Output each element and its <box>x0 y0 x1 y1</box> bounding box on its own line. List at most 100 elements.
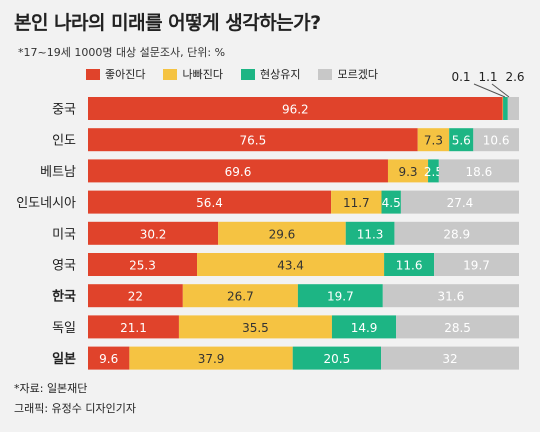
data-label: 21.1 <box>120 321 147 335</box>
data-label: 32 <box>442 352 457 366</box>
data-label: 27.4 <box>447 196 474 210</box>
bar-segment <box>503 97 508 120</box>
data-label: 5.6 <box>452 134 471 148</box>
chart-subtitle: *17~19세 1000명 대상 설문조사, 단위: % <box>18 46 226 59</box>
legend-item-unknown: 모르겠다 <box>318 66 378 82</box>
bar-segment <box>400 190 519 214</box>
bar-segment <box>218 221 346 245</box>
data-label: 96.2 <box>282 103 309 117</box>
data-label: 37.9 <box>198 352 225 366</box>
bar-segment <box>381 346 519 370</box>
data-label: 11.7 <box>343 196 370 210</box>
bar-segment <box>88 253 198 276</box>
data-label: 29.6 <box>269 227 296 241</box>
legend-item-same: 현상유지 <box>240 66 301 82</box>
bar-segment <box>381 190 401 214</box>
bar-segment <box>396 315 519 339</box>
bar-segment <box>473 128 519 152</box>
bar-segment <box>387 159 429 183</box>
bar-segment <box>182 284 298 308</box>
data-label: 25.3 <box>129 259 156 273</box>
legend: 좋아진다 나빠진다 현상유지 모르겠다 <box>86 66 378 82</box>
bar-segment <box>88 128 418 152</box>
data-label: 43.4 <box>277 259 304 273</box>
category-label: 영국 <box>52 259 76 274</box>
legend-label-same: 현상유지 <box>259 68 301 81</box>
bar-segment <box>417 128 450 152</box>
legend-swatch-worse <box>163 68 178 80</box>
graphic-credit: 그래픽: 유정수 디자인기자 <box>14 402 137 415</box>
bar-segment <box>449 128 474 152</box>
data-label: 28.9 <box>443 227 470 241</box>
data-label: 69.6 <box>225 165 252 179</box>
data-label: 26.7 <box>227 290 254 304</box>
data-label: 11.6 <box>396 259 423 273</box>
data-label: 11.3 <box>357 227 384 241</box>
bar-segment <box>394 221 519 245</box>
data-label: 31.6 <box>438 290 465 304</box>
legend-label-worse: 나빠진다 <box>182 68 223 81</box>
data-label: 28.5 <box>444 321 471 335</box>
legend-label-better: 좋아진다 <box>105 68 146 81</box>
category-label: 독일 <box>52 321 76 336</box>
callout-leader <box>473 83 506 98</box>
legend-swatch-unknown <box>318 68 333 80</box>
bar-segment <box>88 97 503 120</box>
callout-label: 0.1 <box>451 70 470 84</box>
chart-title: 본인 나라의 미래를 어떻게 생각하는가? <box>14 12 321 34</box>
source-note: *자료: 일본재단 <box>14 382 88 395</box>
bar-segment <box>434 253 519 276</box>
data-label: 19.7 <box>327 290 354 304</box>
callout-label: 1.1 <box>478 70 497 84</box>
bar-segment <box>384 253 435 276</box>
bar-segment <box>88 346 130 370</box>
category-label: 인도네시아 <box>16 196 76 211</box>
callout-label: 2.6 <box>505 70 524 84</box>
data-label: 4.5 <box>382 196 401 210</box>
legend-swatch-same <box>240 68 255 80</box>
bar-segment <box>331 190 382 214</box>
data-label: 30.2 <box>140 227 167 241</box>
data-label: 20.5 <box>324 352 351 366</box>
bar-segment <box>438 159 519 183</box>
data-label: 18.6 <box>466 165 493 179</box>
data-label: 9.3 <box>398 165 417 179</box>
data-label: 10.6 <box>483 134 510 148</box>
bar-segment <box>428 159 439 183</box>
bar-segment <box>88 221 219 245</box>
data-label: 19.7 <box>463 259 490 273</box>
bar-segment <box>507 97 519 120</box>
bar-segment <box>297 284 383 308</box>
category-label: 미국 <box>52 227 76 242</box>
bar-segment <box>88 315 179 339</box>
bar-segment <box>331 315 397 339</box>
bar-segment <box>88 190 332 214</box>
bar-segment <box>88 159 388 183</box>
data-label: 35.5 <box>242 321 269 335</box>
data-label: 14.9 <box>351 321 378 335</box>
category-label: 한국 <box>52 289 76 305</box>
bar-segment <box>345 221 395 245</box>
bar-segment <box>178 315 332 339</box>
data-label: 76.5 <box>239 134 266 148</box>
category-label: 인도 <box>52 134 76 149</box>
data-label: 2.5 <box>424 165 443 179</box>
legend-item-better: 좋아진다 <box>86 66 145 82</box>
data-label: 7.3 <box>424 134 443 148</box>
data-label: 22 <box>128 290 143 304</box>
bar-segment <box>88 284 183 308</box>
callout-leader <box>491 83 510 98</box>
data-label: 9.6 <box>99 352 118 366</box>
bar-segment <box>382 284 519 308</box>
legend-item-worse: 나빠진다 <box>163 66 223 82</box>
data-label: 56.4 <box>196 196 223 210</box>
legend-label-unknown: 모르겠다 <box>337 68 378 81</box>
legend-swatch-better <box>86 68 100 80</box>
bar-segment <box>292 346 382 370</box>
category-label: 일본 <box>52 352 76 367</box>
category-label: 중국 <box>52 103 76 118</box>
bar-segment <box>197 253 385 276</box>
bar-segment <box>129 346 293 370</box>
category-label: 베트남 <box>40 165 76 180</box>
